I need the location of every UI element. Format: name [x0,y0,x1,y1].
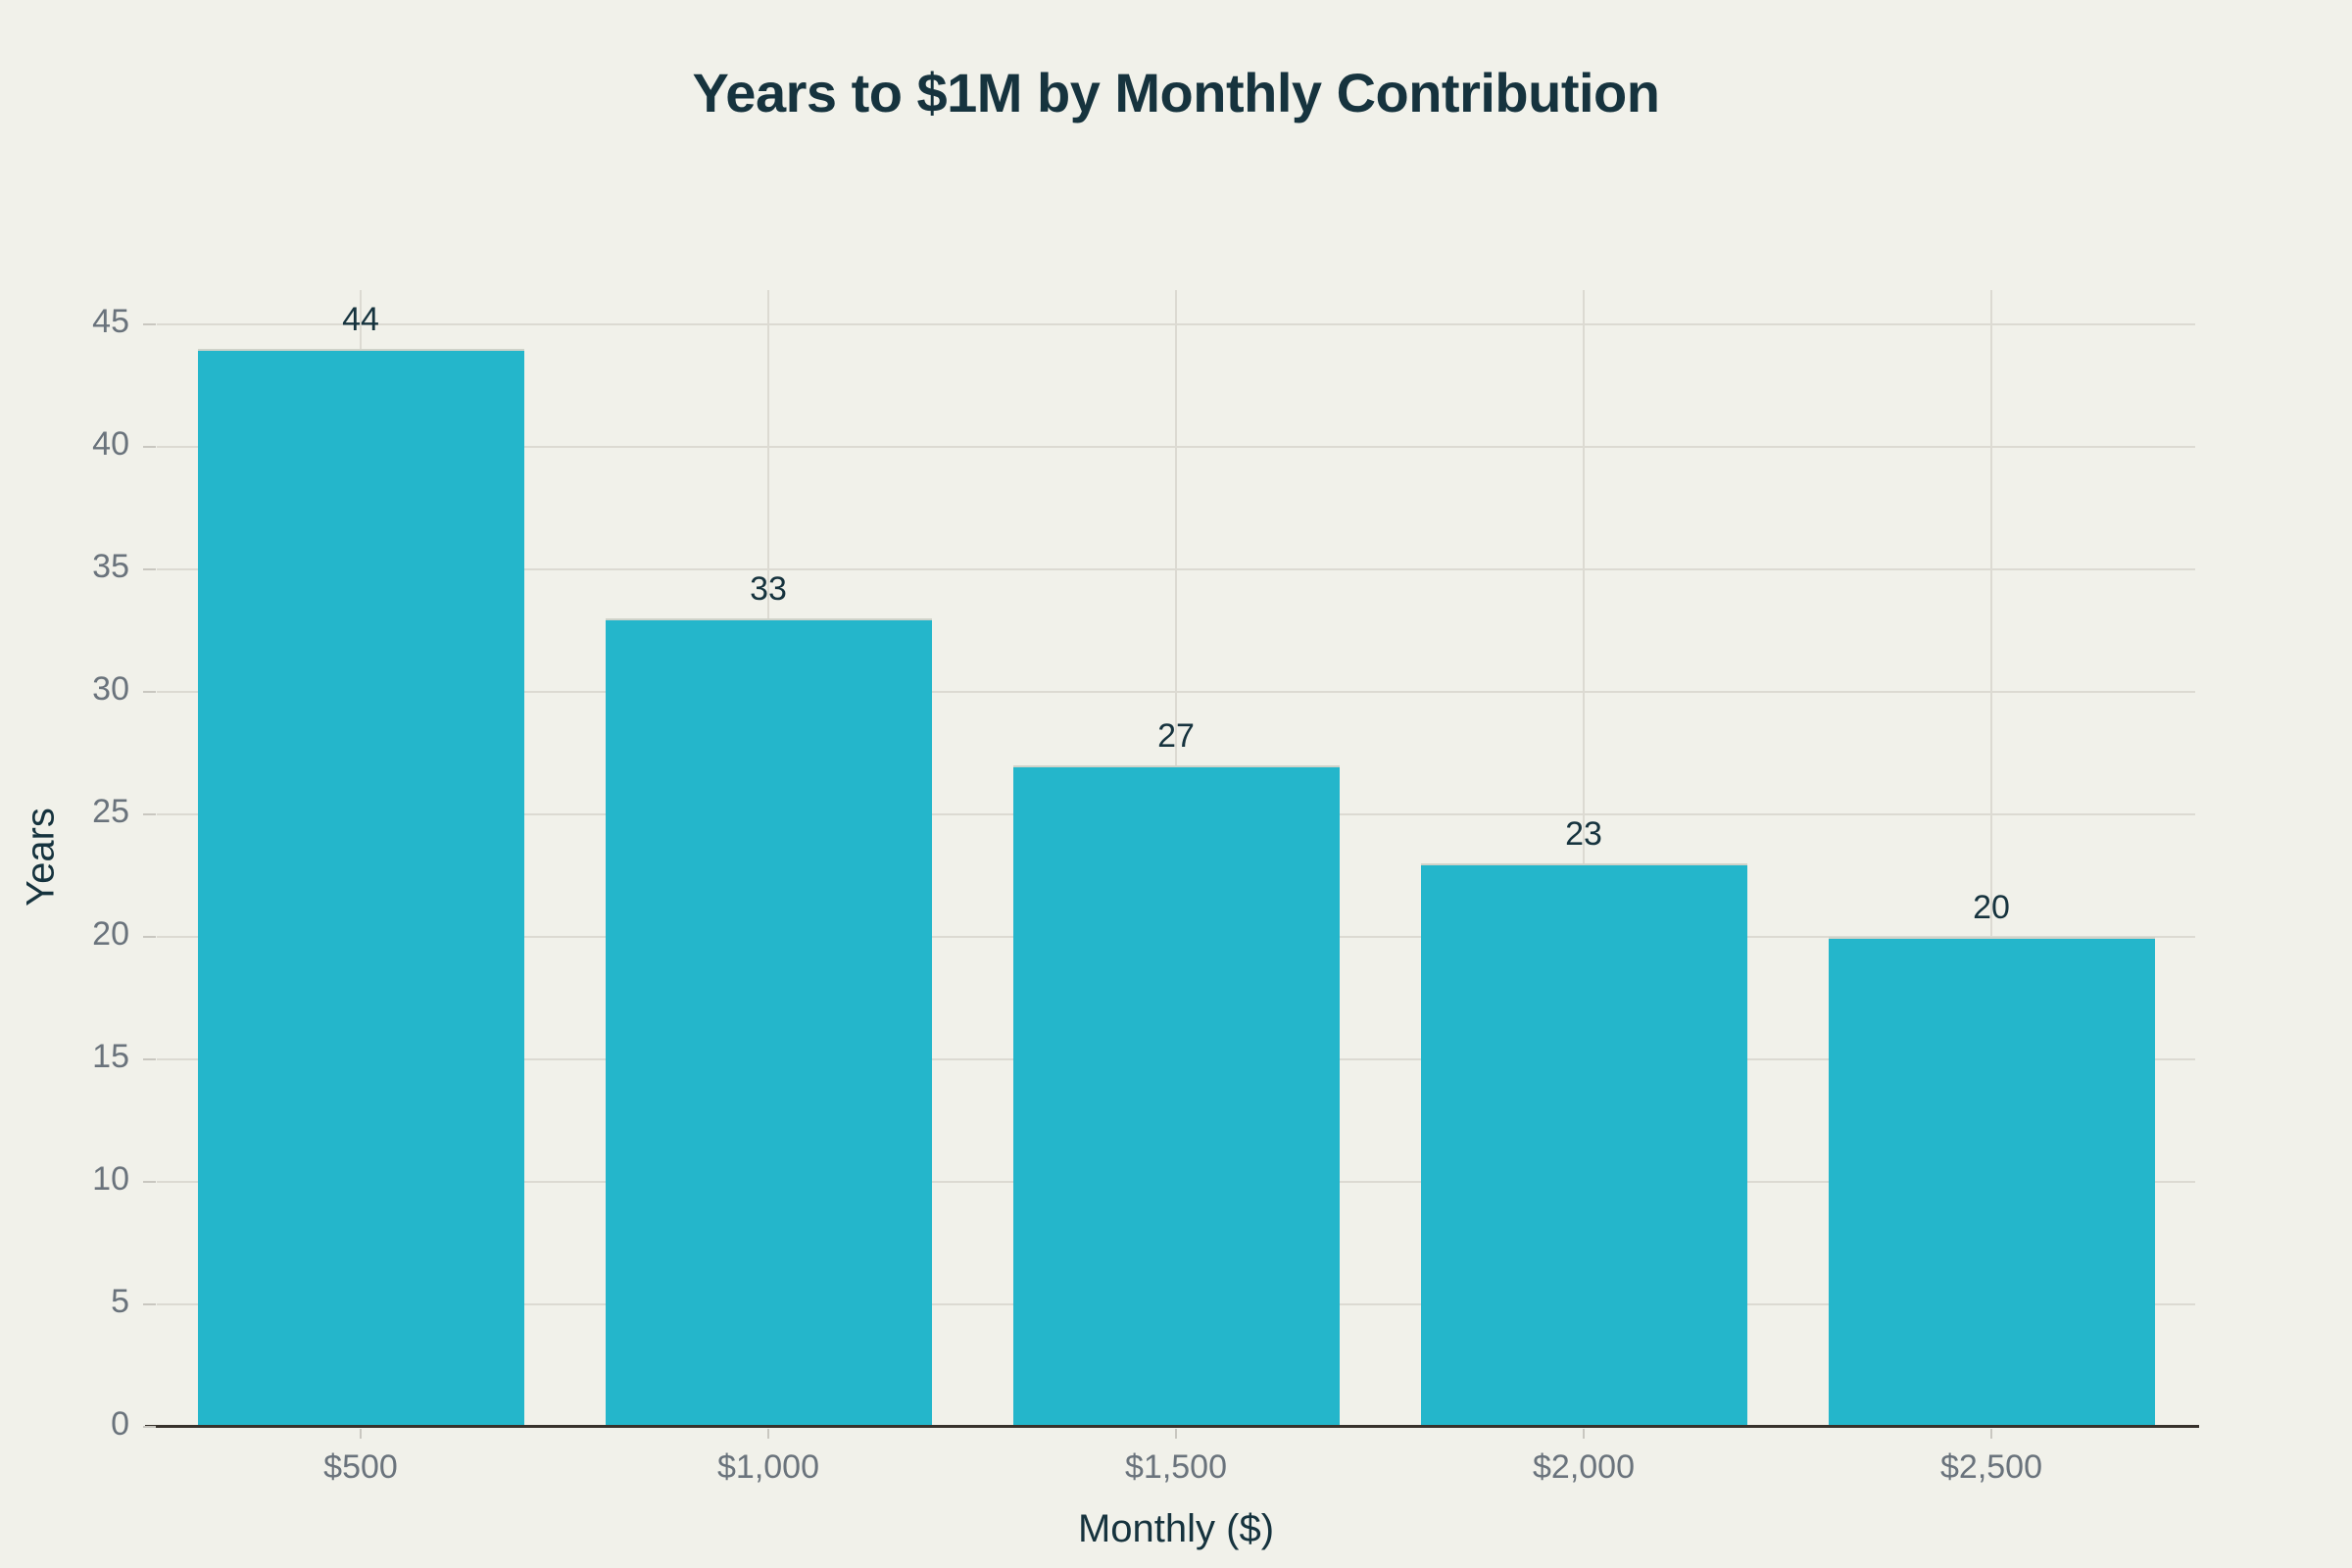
bar-value-label: 27 [1157,717,1195,755]
y-tick-label: 10 [92,1160,129,1198]
y-tick-label: 0 [111,1405,129,1443]
bar-value-label: 20 [1973,889,2010,926]
bar-value-label: 23 [1565,815,1602,853]
bar [197,349,524,1427]
y-tick-mark [143,813,156,815]
y-tick-label: 15 [92,1038,129,1075]
x-tick-mark [1583,1429,1585,1439]
y-tick-mark [143,1058,156,1060]
y-tick-mark [143,936,156,938]
y-tick-label: 5 [111,1283,129,1320]
y-tick-label: 20 [92,915,129,953]
y-tick-label: 25 [92,793,129,830]
bar [605,618,932,1427]
y-tick-label: 45 [92,303,129,340]
v-gridline [1990,290,1992,1427]
x-tick-mark [360,1429,362,1439]
bar [1012,765,1340,1427]
bar-value-label: 44 [342,301,379,338]
x-tick-label: $1,000 [717,1448,819,1486]
x-tick-label: $1,500 [1125,1448,1227,1486]
y-tick-label: 40 [92,425,129,463]
y-tick-mark [143,1303,156,1305]
x-tick-label: $2,500 [1940,1448,2042,1486]
y-tick-mark [143,568,156,570]
x-tick-mark [1990,1429,1992,1439]
x-axis-title: Monthly ($) [1077,1507,1275,1550]
y-tick-label: 35 [92,548,129,585]
y-tick-mark [143,323,156,325]
plot-area: 44 33 27 23 20 [145,290,2199,1428]
x-tick-mark [767,1429,769,1439]
y-tick-mark [143,1181,156,1183]
chart-title: Years to $1M by Monthly Contribution [692,62,1660,123]
x-axis-line [145,1425,2199,1428]
y-tick-mark [143,691,156,693]
y-tick-mark [143,446,156,448]
x-tick-label: $500 [323,1448,398,1486]
x-tick-label: $2,000 [1533,1448,1635,1486]
v-gridline [1583,290,1585,1427]
bar [1828,937,2155,1427]
bar-value-label: 33 [750,570,787,608]
y-tick-mark [143,1426,156,1428]
y-tick-label: 30 [92,670,129,708]
x-tick-mark [1175,1429,1177,1439]
bar [1420,863,1747,1427]
